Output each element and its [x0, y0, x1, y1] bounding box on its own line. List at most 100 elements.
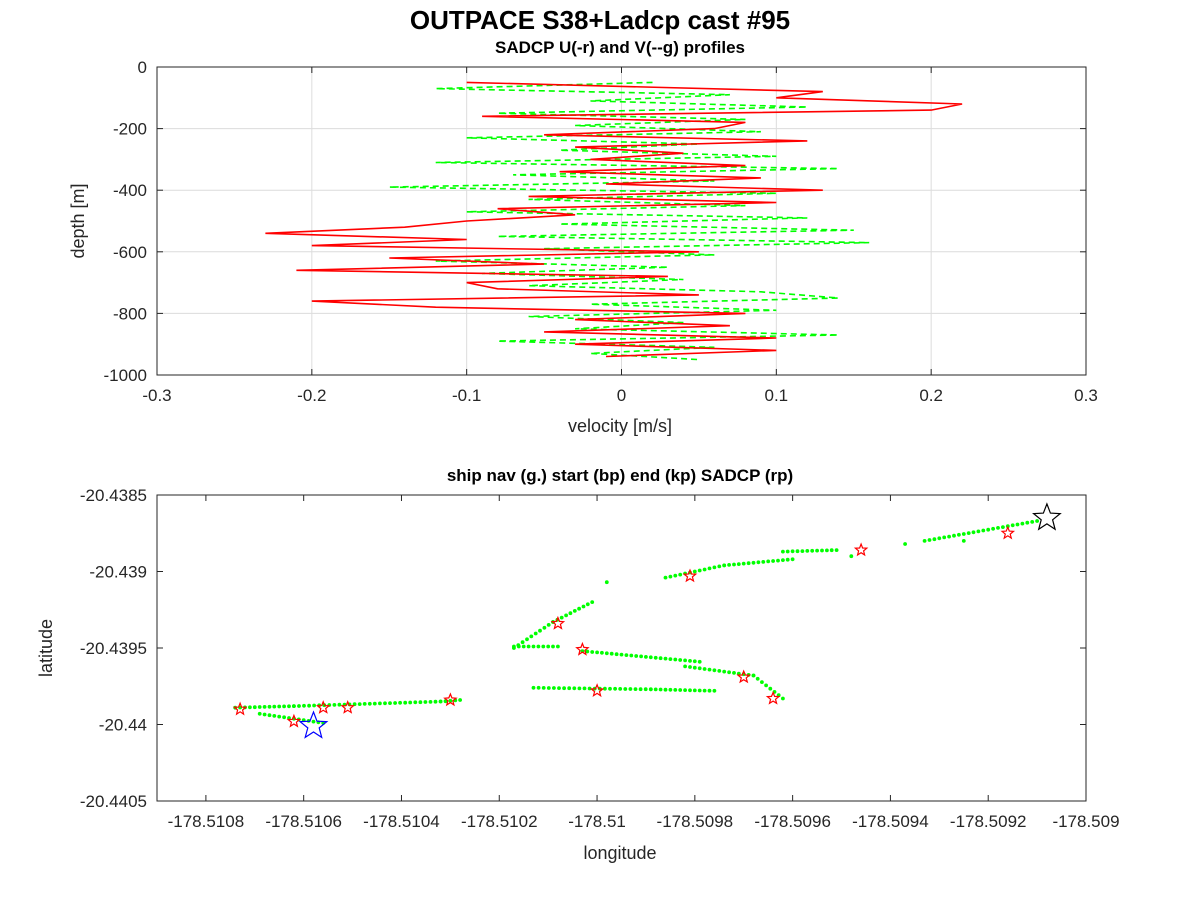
nav-point — [287, 704, 291, 709]
nav-point — [922, 539, 927, 543]
nav-point — [697, 688, 702, 693]
nav-point — [776, 558, 780, 563]
nav-point — [252, 705, 257, 710]
nav-point — [971, 530, 976, 535]
nav-point — [623, 687, 628, 691]
nav-point — [663, 687, 668, 692]
nav-point — [542, 625, 547, 630]
nav-point — [756, 560, 761, 565]
nav-track — [233, 519, 1039, 725]
nav-point — [766, 559, 771, 564]
nav-point — [834, 548, 839, 552]
nav-point — [624, 653, 629, 657]
profile-title: SADCP U(-r) and V(--g) profiles — [495, 38, 745, 57]
nav-point — [408, 700, 413, 705]
nav-point — [927, 538, 932, 542]
nav-point — [717, 564, 722, 569]
nav-point — [378, 701, 382, 706]
nav-point — [673, 573, 678, 578]
nav-point — [257, 711, 262, 716]
nav-point — [388, 701, 392, 705]
nav-point — [648, 687, 653, 692]
nav-point — [458, 698, 462, 702]
nav-point — [383, 701, 387, 706]
nav-x-tick-label: -178.509 — [1052, 812, 1119, 831]
nav-point — [413, 700, 418, 705]
nav-point — [600, 650, 604, 655]
nav-point — [585, 649, 590, 654]
profile-series — [265, 81, 963, 361]
nav-point — [438, 699, 443, 704]
nav-point — [564, 613, 568, 618]
nav-y-tick-label: -20.4385 — [80, 486, 147, 505]
nav-point — [653, 655, 658, 660]
nav-point — [307, 703, 311, 708]
nav-point — [567, 686, 572, 691]
nav-point — [712, 565, 717, 570]
nav-point — [961, 539, 966, 543]
nav-point — [761, 560, 766, 564]
nav-point — [262, 712, 267, 717]
nav-point — [272, 704, 277, 709]
nav-point — [678, 572, 683, 577]
nav-point — [262, 705, 267, 709]
nav-point — [562, 686, 566, 691]
nav-point — [546, 623, 551, 627]
nav-point — [292, 704, 296, 708]
profile-x-ticks: -0.3 -0.2 -0.1 0 0.1 0.2 0.3 — [142, 67, 1098, 405]
nav-point — [692, 659, 697, 664]
nav-point — [702, 667, 707, 671]
nav-point — [785, 557, 790, 562]
nav-point — [312, 703, 316, 708]
nav-point — [552, 686, 556, 690]
nav-point — [760, 680, 764, 684]
v-profile-line — [389, 81, 870, 361]
nav-point — [587, 686, 592, 691]
nav-point — [717, 669, 722, 673]
nav-point — [248, 705, 252, 710]
profile-x-tick-label: 0.2 — [919, 386, 943, 405]
nav-point — [536, 685, 541, 690]
nav-markers — [232, 502, 1062, 739]
sadcp-point-marker — [315, 700, 331, 714]
nav-point — [546, 644, 551, 649]
nav-point — [648, 655, 653, 660]
profile-x-tick-label: 0.1 — [765, 386, 789, 405]
nav-point — [976, 529, 981, 534]
nav-y-tick-label: -20.44 — [99, 716, 147, 735]
nav-point — [653, 687, 658, 692]
nav-x-label: longitude — [583, 843, 656, 863]
nav-point — [572, 686, 577, 691]
nav-point — [582, 686, 587, 691]
nav-point — [1001, 525, 1005, 529]
nav-point — [619, 652, 624, 657]
nav-point — [572, 609, 577, 613]
nav-point — [614, 652, 619, 657]
nav-point — [683, 688, 687, 692]
nav-point — [751, 673, 756, 678]
profile-x-tick-label: -0.3 — [142, 386, 171, 405]
nav-point — [707, 566, 712, 571]
sadcp-point-marker — [286, 713, 302, 728]
profile-x-tick-label: -0.2 — [297, 386, 326, 405]
nav-point — [692, 665, 697, 670]
nav-point — [277, 714, 282, 719]
profile-y-tick-label: -400 — [113, 181, 147, 200]
nav-point — [337, 702, 342, 707]
nav-point — [1015, 522, 1020, 527]
nav-point — [628, 687, 633, 691]
nav-point — [781, 549, 785, 554]
nav-point — [372, 701, 377, 706]
figure-title: OUTPACE S38+Ladcp cast #95 — [410, 5, 790, 35]
nav-x-tick-label: -178.5098 — [657, 812, 734, 831]
nav-point — [683, 658, 687, 663]
nav-point — [277, 704, 282, 709]
nav-point — [678, 658, 683, 662]
nav-point — [332, 703, 337, 707]
nav-point — [903, 542, 907, 546]
u-profile-line — [265, 81, 963, 358]
nav-point — [604, 651, 609, 656]
nav-point — [790, 557, 795, 562]
nav-point — [595, 650, 599, 655]
nav-point — [800, 549, 805, 553]
